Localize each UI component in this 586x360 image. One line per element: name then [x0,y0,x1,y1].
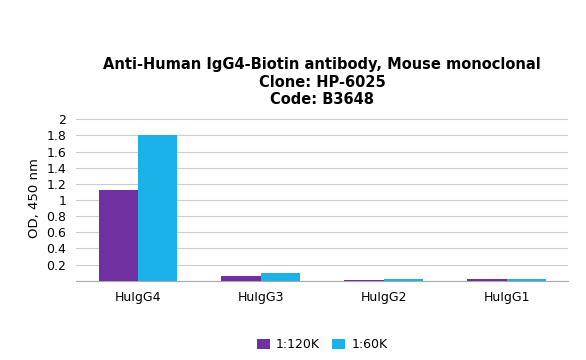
Bar [507,279,546,281]
Title: Anti-Human IgG4-Biotin antibody, Mouse monoclonal
Clone: HP-6025
Code: B3648: Anti-Human IgG4-Biotin antibody, Mouse m… [103,57,541,107]
Bar [345,280,384,281]
Bar [138,135,177,281]
Bar [98,189,138,281]
Bar [261,273,300,281]
Y-axis label: OD, 450 nm: OD, 450 nm [28,158,41,238]
Legend: 1:120K, 1:60K: 1:120K, 1:60K [252,333,393,356]
Bar [384,279,423,281]
Bar [222,276,261,281]
Bar [468,279,507,281]
